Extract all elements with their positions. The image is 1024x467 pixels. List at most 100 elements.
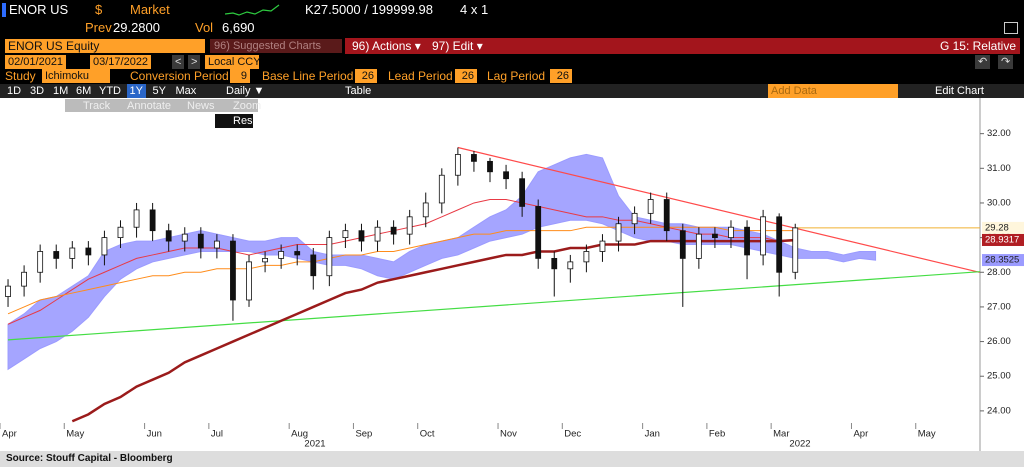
candle-body	[471, 154, 477, 162]
edit-menu[interactable]: 97) Edit ▾	[432, 39, 483, 53]
param-label: Base Line Period	[262, 69, 354, 83]
period-button[interactable]: 1M	[53, 85, 69, 97]
security-field[interactable]: ENOR US Equity	[5, 39, 205, 53]
y-tick-label: 28.00	[987, 267, 1011, 278]
candle-body	[37, 251, 44, 273]
price-badge	[982, 254, 1024, 267]
candle-body	[535, 206, 542, 259]
candle-body	[85, 247, 92, 256]
candle-body	[326, 237, 333, 277]
chart: 24.0025.0026.0027.0028.0029.0030.0031.00…	[0, 98, 1024, 451]
next-button[interactable]: >	[188, 55, 201, 69]
price-badge	[982, 233, 1024, 246]
period-button[interactable]: YTD	[99, 85, 121, 97]
candle-body	[246, 261, 252, 301]
command-bar: ENOR US Equity 96) Suggested Charts 96) …	[0, 38, 1024, 54]
candle-body	[776, 216, 783, 273]
suggested-charts[interactable]: 96) Suggested Charts	[210, 39, 342, 53]
ichimoku-cloud	[7, 153, 877, 371]
prev-button[interactable]: <	[172, 55, 185, 69]
frequency[interactable]: Daily ▼	[226, 85, 265, 97]
table-button[interactable]: Table	[345, 85, 372, 97]
reset-button[interactable]: Reset	[215, 114, 262, 128]
candle-body	[230, 240, 236, 301]
x-tick-label: Nov	[500, 429, 517, 440]
period-button[interactable]: 6M	[76, 85, 92, 97]
currency-field[interactable]: Local CCY	[205, 55, 261, 69]
sparkline	[225, 4, 280, 16]
prev-value: 29.2800	[113, 20, 160, 35]
candle-body	[792, 227, 799, 273]
param-value[interactable]: 9	[230, 69, 250, 83]
actions-menu[interactable]: 96) Actions ▾	[352, 39, 421, 53]
y-tick-label: 25.00	[987, 371, 1011, 382]
param-value[interactable]: 26	[355, 69, 377, 83]
candle-body	[374, 226, 381, 242]
price-badge	[982, 221, 1024, 234]
period-button[interactable]: 1D	[7, 85, 22, 97]
size: 4 x 1	[460, 2, 489, 17]
y-tick-label: 27.00	[987, 301, 1011, 312]
period-button[interactable]: Max	[175, 85, 197, 97]
x-tick-label: Apr	[2, 429, 17, 440]
candle-body	[487, 160, 493, 173]
candle-body	[551, 258, 558, 270]
menu-icon[interactable]	[1004, 22, 1018, 34]
ticker[interactable]: ENOR US	[9, 2, 69, 17]
top-bar: ENOR US $ Market K27.5000 / 199999.98 4 …	[0, 0, 1024, 37]
period-bar: Daily ▼ Table Add Data Edit Chart 1D 3D 1M…	[0, 84, 1024, 98]
candle-body	[165, 230, 172, 242]
study-name[interactable]: Ichimoku	[42, 69, 110, 83]
add-data[interactable]: Add Data	[768, 84, 898, 98]
tool[interactable]: News	[187, 100, 215, 112]
candle-body	[728, 226, 734, 239]
candle-body	[197, 233, 204, 249]
candle-body	[760, 216, 767, 256]
trendline	[457, 146, 981, 274]
edit-chart[interactable]: Edit Chart	[935, 85, 984, 97]
candle-body	[294, 251, 301, 256]
period-button[interactable]: 3D	[30, 85, 45, 97]
candle-body	[69, 247, 76, 259]
candle-body	[101, 237, 108, 256]
price-range: K27.5000 / 199999.98	[305, 2, 433, 17]
end-date[interactable]: 03/17/2022	[90, 55, 152, 69]
param-label: Lead Period	[388, 69, 453, 83]
candle-body	[438, 174, 445, 204]
x-tick-label: Oct	[420, 429, 435, 440]
period-button[interactable]: 5Y	[152, 85, 166, 97]
y-tick-label: 24.00	[987, 405, 1011, 416]
date-bar: 02/01/2021 03/17/2022 < > Local CCY ↶ ↷	[0, 55, 1024, 69]
year-label: 2022	[789, 439, 810, 450]
candle-body	[181, 233, 188, 242]
tool[interactable]: Zoom	[233, 100, 262, 112]
y-tick-label: 31.00	[987, 163, 1011, 174]
x-tick-label: Jul	[211, 429, 223, 440]
candle-body	[503, 171, 509, 180]
candle-body	[679, 230, 686, 259]
undo-button[interactable]: ↶	[975, 55, 991, 69]
candle-body	[342, 230, 349, 239]
x-tick-label: Sep	[355, 429, 372, 440]
start-date[interactable]: 02/01/2021	[5, 55, 67, 69]
candle-body	[422, 202, 429, 218]
market: Market	[130, 2, 170, 17]
year-label: 2021	[304, 439, 325, 450]
param-value[interactable]: 26	[455, 69, 477, 83]
candle-body	[262, 258, 268, 263]
candle-body	[631, 212, 638, 225]
candle-body	[390, 226, 397, 235]
redo-button[interactable]: ↷	[998, 55, 1014, 69]
period-button[interactable]: 1Y	[126, 84, 146, 98]
tool[interactable]: Annotate	[127, 100, 172, 112]
candle-body	[310, 254, 317, 277]
tool[interactable]: Track	[83, 100, 111, 112]
candle-body	[21, 271, 27, 287]
candle-body	[454, 154, 461, 176]
currency: $	[95, 2, 103, 17]
y-tick-label: 30.00	[987, 197, 1011, 208]
candle-body	[695, 233, 702, 259]
candle-body	[744, 226, 750, 256]
param-value[interactable]: 26	[550, 69, 572, 83]
